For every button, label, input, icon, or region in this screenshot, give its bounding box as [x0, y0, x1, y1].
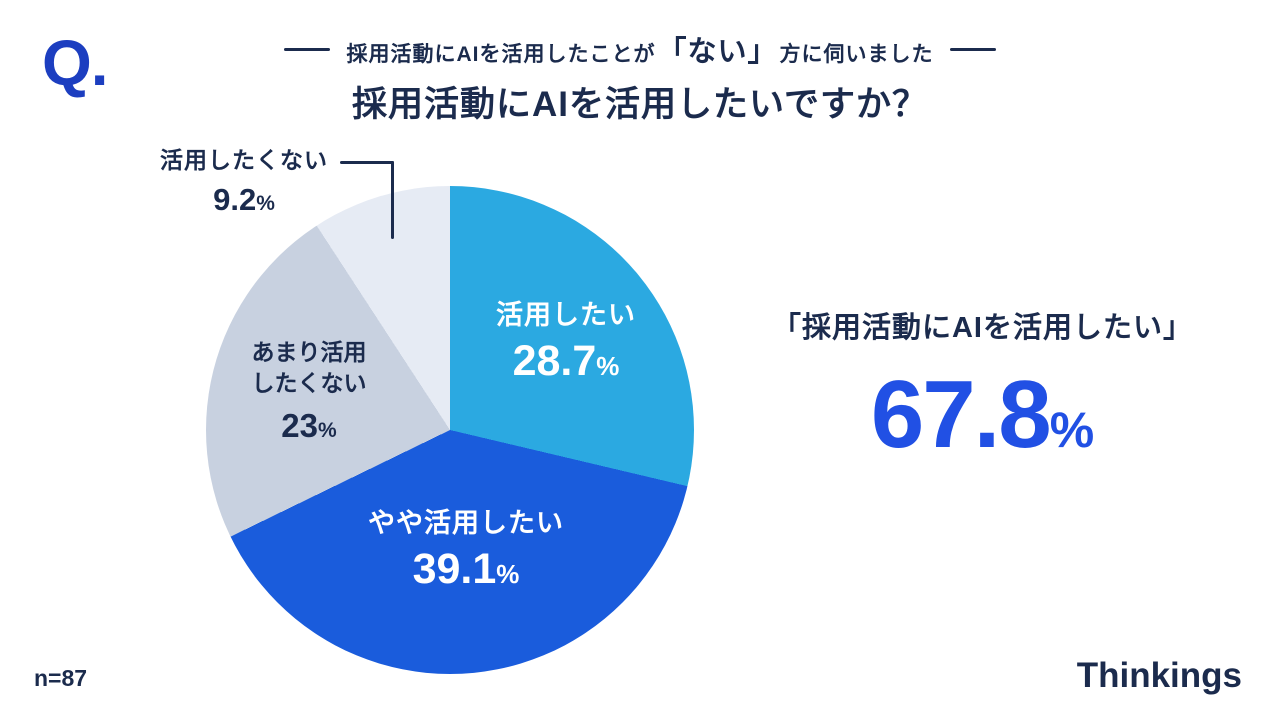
- pie-label-somewhat-want-name: やや活用したい: [368, 508, 564, 538]
- value-number: 39.1: [412, 545, 497, 594]
- highlight-caption: 「採用活動にAIを活用したい」: [771, 312, 1193, 344]
- highlight-number: 67.8: [870, 361, 1052, 468]
- subtitle-row: 採用活動にAIを活用したことが「ない」方に伺いました: [284, 28, 996, 70]
- pie-label-somewhat-want: やや活用したい 39.1%: [368, 506, 564, 594]
- pie-label-not-really-want-name-line1: あまり活用: [251, 339, 367, 365]
- sample-size-label: n=87: [34, 665, 88, 691]
- value-number: 23: [281, 407, 319, 445]
- percent-sign: %: [496, 559, 520, 590]
- pie-label-not-really-want-name-line2: したくない: [251, 370, 367, 397]
- percent-sign: %: [596, 351, 620, 382]
- subtitle-text: 採用活動にAIを活用したことが「ない」方に伺いました: [346, 28, 933, 70]
- pie-callout-not-want-name: 活用したくない: [160, 147, 328, 173]
- percent-sign: %: [318, 419, 337, 443]
- pie-label-want-to-use: 活用したい 28.7%: [496, 298, 636, 386]
- subtitle-dash-right: [949, 47, 996, 51]
- pie-label-not-really-want-value: 23%: [252, 407, 367, 445]
- percent-sign: %: [256, 191, 275, 215]
- page-title: 採用活動にAIを活用したいですか？: [352, 85, 928, 124]
- q-mark: Q.: [42, 27, 109, 99]
- subtitle-dash-left: [284, 47, 331, 51]
- subtitle-prefix: 採用活動にAIを活用したことが: [346, 43, 656, 66]
- pie-callout-not-want-value: 9.2%: [160, 182, 328, 218]
- value-number: 28.7: [512, 337, 597, 386]
- callout-leader-line-horizontal: [340, 161, 394, 164]
- pie-chart: [206, 186, 694, 674]
- thinkings-logo: Thinkings: [1076, 656, 1242, 695]
- value-number: 9.2: [213, 181, 257, 217]
- highlight-percent-sign: %: [1049, 402, 1095, 458]
- subtitle-suffix: 方に伺いました: [779, 43, 934, 66]
- pie-label-somewhat-want-value: 39.1%: [368, 545, 564, 594]
- callout-leader-line-vertical: [391, 161, 394, 239]
- pie-label-want-to-use-value: 28.7%: [496, 337, 636, 386]
- highlight-value: 67.8%: [765, 360, 1200, 470]
- header: 採用活動にAIを活用したことが「ない」方に伺いました 採用活動にAIを活用したい…: [0, 28, 1280, 127]
- pie-label-not-really-want: あまり活用 したくない 23%: [252, 337, 367, 445]
- subtitle-emphasis: 「ない」: [657, 36, 778, 68]
- pie-callout-not-want: 活用したくない 9.2%: [160, 146, 328, 218]
- pie-label-want-to-use-name: 活用したい: [496, 300, 636, 330]
- highlight-panel: 「採用活動にAIを活用したい」 67.8%: [765, 304, 1200, 470]
